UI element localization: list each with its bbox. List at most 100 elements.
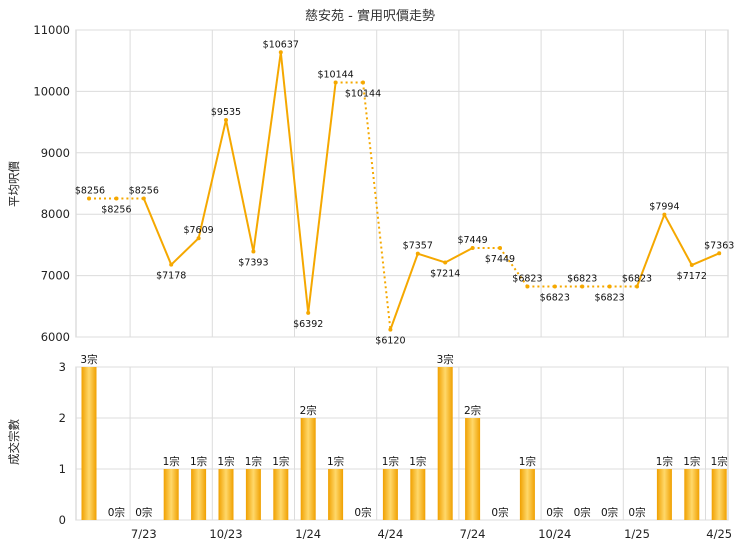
- price-line-segment: [663, 214, 693, 266]
- x-tick-label: 7/24: [460, 527, 486, 541]
- price-point: [333, 80, 338, 85]
- x-tick-label: 4/25: [706, 527, 732, 541]
- price-line-segment: [197, 119, 227, 239]
- count-bar: [163, 469, 179, 520]
- price-line-segment: [170, 237, 200, 266]
- x-tick-label: 4/24: [377, 527, 403, 541]
- price-y-tick-label: 8000: [41, 207, 70, 221]
- label-layer: 3宗 0宗 0宗 1宗 1宗 1宗 1宗 1宗 2宗 1宗 0宗 1宗 1宗 3宗 2宗 0宗 1宗 0宗 0宗 0宗…: [75, 39, 734, 519]
- price-point: [141, 196, 146, 201]
- count-bar: [711, 469, 727, 520]
- price-y-tick-label: 7000: [41, 269, 70, 283]
- count-plot-area: [75, 366, 729, 521]
- price-point: [552, 284, 557, 289]
- price-point: [169, 262, 174, 267]
- price-line-segment: [252, 52, 282, 252]
- price-point: [443, 260, 448, 265]
- price-point: [689, 263, 694, 268]
- price-point-label: $6823: [567, 273, 597, 284]
- price-line-segment: [417, 252, 446, 264]
- price-point: [662, 212, 667, 217]
- count-bar-label: 1宗: [163, 455, 180, 468]
- price-point-label: $6823: [622, 273, 652, 284]
- count-bar-label: 1宗: [190, 455, 207, 468]
- price-point: [388, 327, 393, 332]
- count-bar: [218, 469, 234, 520]
- count-bar: [245, 469, 261, 520]
- price-point-label: $7178: [156, 271, 186, 282]
- price-y-tick-label: 6000: [41, 330, 70, 344]
- count-y-tick-label: 1: [59, 462, 66, 476]
- price-point-label: $10637: [263, 39, 299, 50]
- count-bar-label: 1宗: [519, 455, 536, 468]
- count-y-tick-label: 3: [59, 360, 66, 374]
- price-point: [635, 284, 639, 289]
- price-y-axis-label: 平均呎價: [7, 161, 21, 207]
- grid-layer: [75, 29, 729, 521]
- price-point-label: $10144: [345, 89, 381, 100]
- price-line-segment: [225, 119, 255, 252]
- count-y-axis-label: 成交宗數: [7, 419, 21, 465]
- count-bar-label: 0宗: [135, 506, 152, 519]
- chart-title: 慈安苑 - 實用呎價走勢: [305, 8, 435, 24]
- price-point: [251, 249, 256, 254]
- count-bar: [300, 418, 316, 520]
- count-bar: [410, 469, 426, 520]
- count-bar-label: 1宗: [327, 455, 344, 468]
- price-point: [361, 80, 365, 85]
- count-bar-label: 1宗: [683, 455, 700, 468]
- count-bar-label: 1宗: [711, 455, 728, 468]
- bar-layer: [81, 367, 727, 520]
- price-point: [224, 117, 228, 122]
- price-line-segment: [279, 52, 310, 314]
- line-layer: [87, 50, 722, 332]
- price-point: [525, 284, 530, 289]
- price-line-segment: [691, 252, 720, 266]
- price-point-label: $8256: [101, 204, 131, 215]
- count-bar-label: 0宗: [108, 506, 125, 519]
- price-line-segment: [307, 82, 337, 314]
- price-point: [470, 246, 475, 251]
- x-tick-label: 10/23: [209, 527, 242, 541]
- price-point: [717, 251, 722, 256]
- count-bar: [81, 367, 97, 520]
- price-point-label: $7172: [677, 271, 707, 282]
- count-bar: [273, 469, 289, 520]
- price-point-label: $7363: [704, 240, 734, 251]
- price-point-label: $7994: [649, 202, 679, 213]
- price-point: [196, 236, 201, 241]
- price-point-label: $7357: [403, 241, 433, 252]
- count-bar-label: 2宗: [464, 404, 481, 417]
- count-bar-label: 1宗: [382, 455, 399, 468]
- count-bar: [437, 367, 453, 520]
- axis-layer: 6000 7000 8000 9000 10000 11000 0 1 2 3 7/23 10/23 1…: [33, 23, 732, 541]
- count-bar-label: 1宗: [217, 455, 234, 468]
- price-point-label: $7609: [183, 225, 213, 236]
- count-bar: [191, 469, 207, 520]
- count-bar-label: 1宗: [656, 455, 673, 468]
- price-line-segment: [444, 247, 474, 264]
- price-line-segment: [142, 198, 173, 266]
- count-bar-label: 0宗: [354, 506, 371, 519]
- count-y-tick-label: 2: [59, 411, 66, 425]
- price-point-label: $6823: [594, 292, 624, 303]
- count-bar: [465, 418, 481, 520]
- count-bar-label: 0宗: [491, 506, 508, 519]
- count-bar-label: 3宗: [80, 353, 97, 366]
- price-point: [114, 196, 119, 201]
- count-bar: [382, 469, 398, 520]
- price-y-tick-label: 10000: [33, 84, 70, 98]
- count-bar-label: 0宗: [628, 506, 645, 519]
- count-bar-label: 2宗: [300, 404, 317, 417]
- count-bar: [656, 469, 672, 520]
- price-point-label: $6823: [512, 273, 542, 284]
- count-bar-label: 1宗: [409, 455, 426, 468]
- count-bar-label: 1宗: [272, 455, 289, 468]
- x-tick-label: 1/25: [624, 527, 650, 541]
- price-point-label: $7393: [238, 257, 268, 268]
- price-plot-area: [75, 29, 729, 338]
- price-y-tick-label: 11000: [33, 23, 70, 37]
- x-tick-label: 7/23: [131, 527, 157, 541]
- price-line-segment: [389, 253, 419, 330]
- price-point-label: $9535: [211, 107, 241, 118]
